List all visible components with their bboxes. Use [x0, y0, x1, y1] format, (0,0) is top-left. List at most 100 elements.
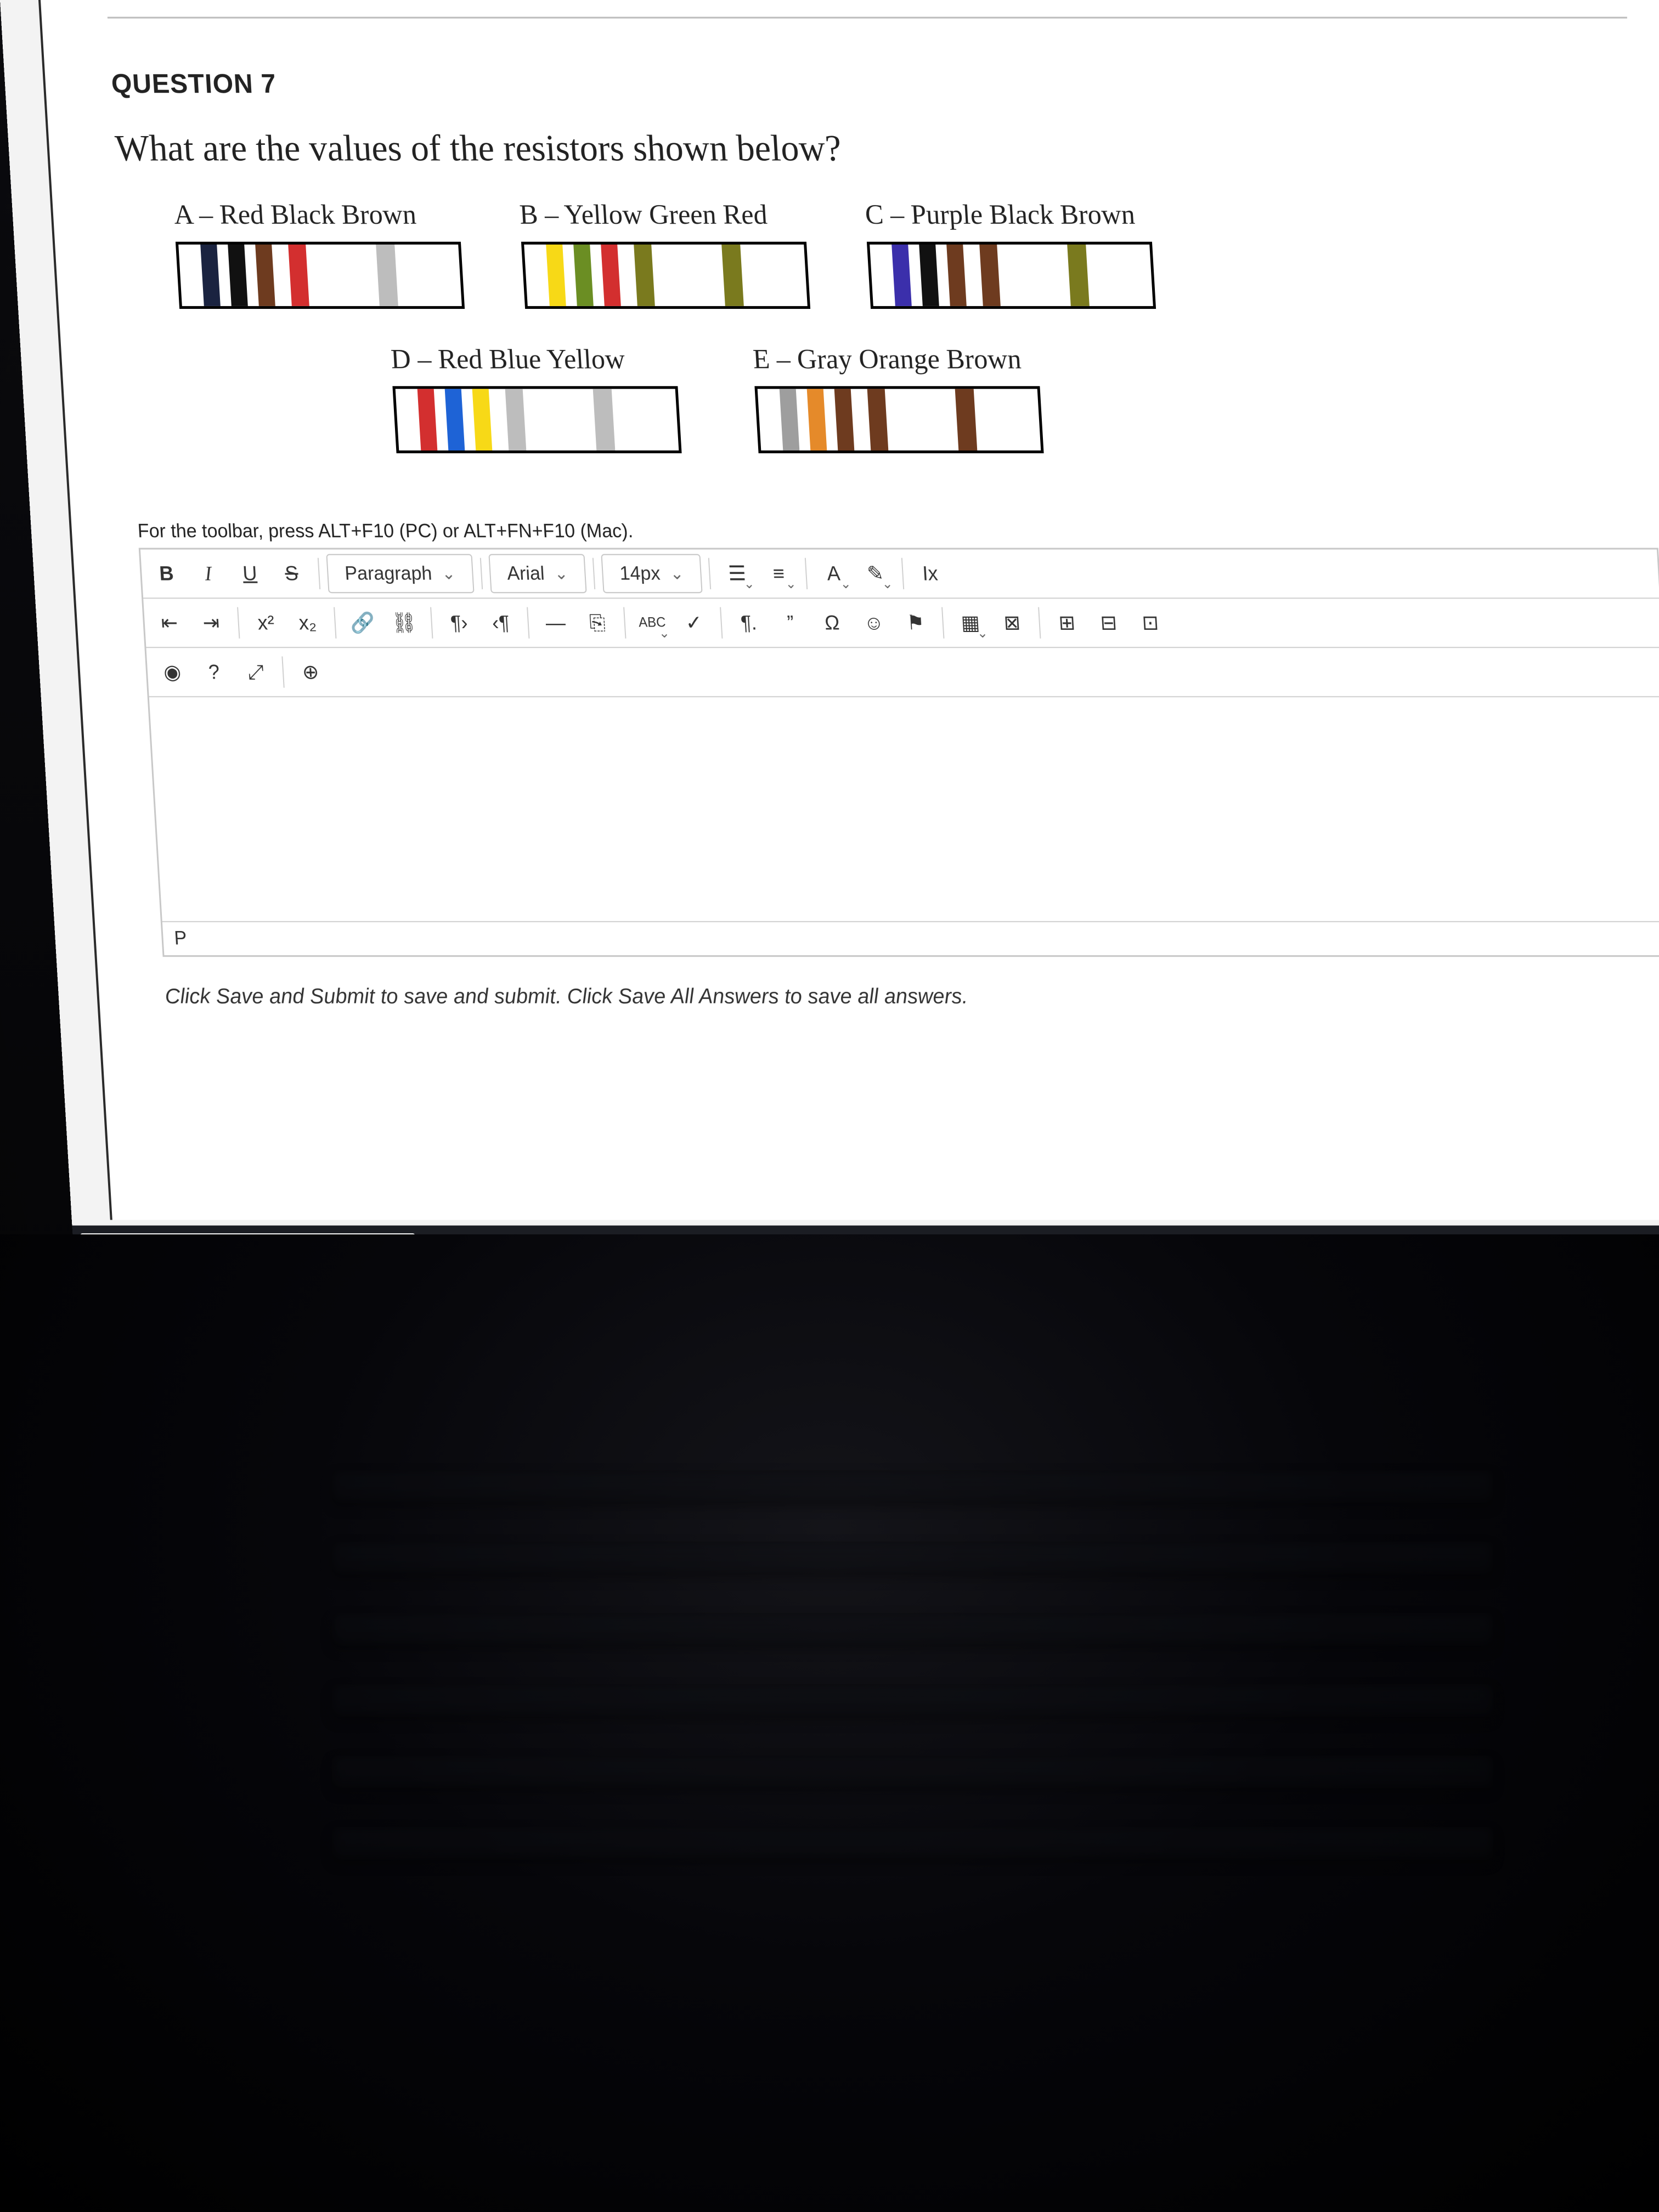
special-char-button[interactable]: Ω	[812, 603, 853, 642]
indent-button[interactable]: ⇥	[191, 603, 232, 642]
resistor-E-body	[754, 386, 1043, 453]
band-5	[593, 389, 616, 450]
photo-scene: QUESTION 7 What are the values of the re…	[0, 0, 1659, 2212]
band-3	[601, 245, 621, 306]
outdent-button[interactable]: ⇤	[149, 603, 190, 642]
hr-button[interactable]: —	[535, 603, 576, 642]
bookmark-button[interactable]: ⚑	[895, 603, 936, 642]
blockquote-button[interactable]: ”	[770, 603, 811, 642]
quiz-page: QUESTION 7 What are the values of the re…	[38, 0, 1659, 1220]
help-button[interactable]: ?	[194, 652, 234, 691]
editor-statusbar: P	[162, 921, 1659, 955]
separator	[318, 558, 320, 589]
separator	[720, 607, 723, 639]
show-blocks-button[interactable]: ¶.	[729, 603, 769, 642]
ltr-button[interactable]: ¶›	[439, 603, 479, 642]
numbered-list-button[interactable]: ≡	[758, 554, 799, 593]
italic-button[interactable]: I	[188, 554, 228, 593]
font-family-select[interactable]: Arial	[488, 554, 586, 593]
separator	[623, 607, 626, 639]
band-4	[288, 245, 309, 306]
band-2	[919, 245, 939, 306]
band-3	[255, 245, 275, 306]
editor-toolbar-row1: B I U S Paragraph Arial 14px ☰ ≡ A ✎	[140, 550, 1659, 599]
separator	[480, 558, 483, 589]
delete-table-button[interactable]: ⊠	[992, 603, 1032, 642]
divider	[108, 17, 1627, 19]
save-instructions: Click Save and Submit to save and submit…	[165, 985, 1659, 1009]
record-button[interactable]: ◉	[152, 652, 193, 691]
font-size-select[interactable]: 14px	[601, 554, 702, 593]
band-1	[546, 245, 566, 306]
band-2	[807, 389, 827, 450]
resistor-C-label: C – Purple Black Brown	[864, 198, 1151, 230]
editor-toolbar-row2: ⇤ ⇥ x² x₂ 🔗 ⛓ ¶› ‹¶ — ⎘ ABC ✓	[143, 599, 1659, 648]
bullet-list-button[interactable]: ☰	[716, 554, 757, 593]
spellcheck-button[interactable]: ABC	[632, 603, 673, 642]
insert-row-button[interactable]: ⊞	[1047, 603, 1087, 642]
fullscreen-button[interactable]: ⤢	[235, 652, 276, 691]
subscript-button[interactable]: x₂	[287, 603, 328, 642]
superscript-button[interactable]: x²	[246, 603, 286, 642]
bold-button[interactable]: B	[146, 554, 187, 593]
resistor-C: C – Purple Black Brown	[864, 198, 1156, 309]
emoji-button[interactable]: ☺	[854, 603, 894, 642]
separator	[708, 558, 711, 589]
separator	[941, 607, 944, 639]
unlink-button[interactable]: ⛓	[384, 603, 425, 642]
link-button[interactable]: 🔗	[342, 603, 383, 642]
text-color-button[interactable]: A	[813, 554, 854, 593]
separator	[592, 558, 595, 589]
separator	[901, 558, 904, 589]
toolbar-access-hint: For the toolbar, press ALT+F10 (PC) or A…	[137, 521, 1658, 543]
separator	[237, 607, 240, 639]
table-button[interactable]: ▦	[950, 603, 991, 642]
editor-body[interactable]	[149, 697, 1659, 921]
band-4	[867, 389, 889, 450]
highlight-button[interactable]: ✎	[855, 554, 895, 593]
separator	[527, 607, 529, 639]
anchor-button[interactable]: ⎘	[577, 603, 618, 642]
question-heading: QUESTION 7	[110, 69, 1632, 99]
insert-col-button[interactable]: ⊟	[1088, 603, 1129, 642]
block-format-select[interactable]: Paragraph	[326, 554, 474, 593]
clear-format-button[interactable]: Ix	[910, 554, 950, 593]
band-5	[1067, 245, 1090, 306]
band-4	[505, 389, 527, 450]
resistor-B-body	[521, 242, 810, 309]
merge-cells-button[interactable]: ⊡	[1130, 603, 1171, 642]
resistor-D-label: D – Red Blue Yellow	[390, 342, 677, 375]
resistor-C-body	[867, 242, 1156, 309]
band-1	[200, 245, 221, 306]
desk-area	[0, 1234, 1659, 2212]
separator	[430, 607, 433, 639]
band-5	[955, 389, 978, 450]
band-4	[634, 245, 655, 306]
add-content-button[interactable]: ⊕	[290, 652, 331, 691]
checkmark-button[interactable]: ✓	[674, 603, 714, 642]
resistor-D-body	[392, 386, 681, 453]
band-3	[834, 389, 855, 450]
strike-button[interactable]: S	[271, 554, 312, 593]
question-prompt: What are the values of the resistors sho…	[114, 128, 1637, 171]
screen: QUESTION 7 What are the values of the re…	[0, 0, 1659, 1287]
resistor-E-label: E – Gray Orange Brown	[752, 342, 1039, 375]
underline-button[interactable]: U	[229, 554, 270, 593]
band-3	[946, 245, 967, 306]
resistor-B-label: B – Yellow Green Red	[518, 198, 805, 230]
band-5	[376, 245, 398, 306]
separator	[1038, 607, 1041, 639]
separator	[805, 558, 808, 589]
band-1	[780, 389, 800, 450]
resistor-A-body	[176, 242, 465, 309]
band-2	[228, 245, 248, 306]
resistor-figure: A – Red Black Brown B – Yellow Green Red…	[173, 198, 1652, 453]
rich-text-editor[interactable]: B I U S Paragraph Arial 14px ☰ ≡ A ✎	[139, 548, 1659, 957]
resistor-A: A – Red Black Brown	[173, 198, 465, 309]
resistor-A-label: A – Red Black Brown	[173, 198, 460, 230]
band-4	[979, 245, 1001, 306]
rtl-button[interactable]: ‹¶	[481, 603, 521, 642]
band-2	[445, 389, 465, 450]
resistor-B: B – Yellow Green Red	[518, 198, 810, 309]
separator	[334, 607, 336, 639]
